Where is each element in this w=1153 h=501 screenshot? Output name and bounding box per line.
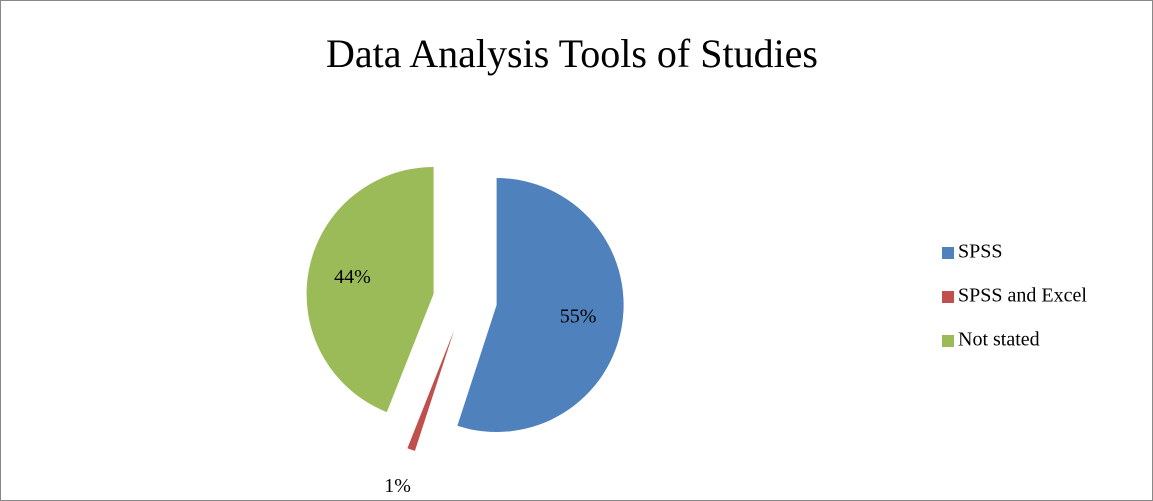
data-label: 55% xyxy=(560,306,597,328)
legend-swatch xyxy=(942,335,954,347)
legend-swatch xyxy=(942,291,954,303)
legend-label: Not stated xyxy=(958,329,1040,351)
data-label: 1% xyxy=(384,475,411,497)
pie-slice xyxy=(306,167,434,413)
legend-label: SPSS and Excel xyxy=(958,285,1087,307)
pie-slice xyxy=(407,330,455,451)
chart-title: Data Analysis Tools of Studies xyxy=(326,31,818,76)
legend-swatch xyxy=(942,247,954,259)
pie-slice xyxy=(457,178,624,433)
data-label: 44% xyxy=(334,266,371,288)
legend-label: SPSS xyxy=(958,241,1003,263)
